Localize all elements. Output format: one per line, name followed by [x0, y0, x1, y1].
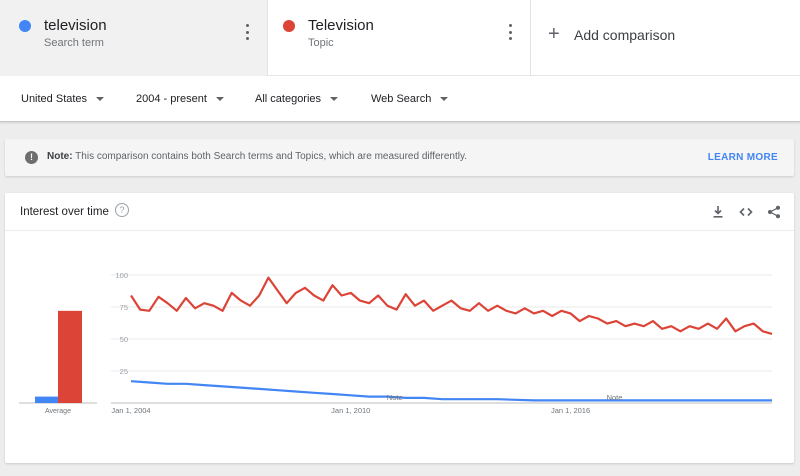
term-type: Search term [44, 37, 104, 49]
y-tick-label: 25 [120, 367, 128, 376]
search-type-value: Web Search [371, 93, 432, 105]
info-icon: ! [25, 151, 38, 164]
series-line-television [130, 276, 773, 335]
time-range-dropdown[interactable]: 2004 - present [136, 93, 224, 105]
note-marker: Note [607, 393, 623, 402]
chart-labels: 25 50 75 100 Jan 1, 2004 Jan 1, 2010 Jan 1, 20… [45, 271, 622, 415]
average-bar-television [58, 310, 82, 403]
comparison-term-television-search[interactable]: television Search term [0, 0, 268, 76]
category-dropdown[interactable]: All categories [255, 93, 339, 105]
comparison-bar: television Search term Television Topic … [0, 0, 800, 76]
caret-down-icon [96, 97, 105, 101]
embed-icon[interactable] [739, 205, 753, 219]
chart-series [130, 276, 773, 402]
help-icon[interactable]: ? [115, 203, 129, 217]
card-divider [5, 230, 794, 231]
learn-more-link[interactable]: LEARN MORE [707, 152, 778, 163]
more-vert-icon[interactable] [504, 24, 516, 40]
caret-down-icon [215, 97, 224, 101]
term-name: Television [308, 17, 374, 34]
x-tick-label: Jan 1, 2010 [331, 406, 370, 415]
average-label: Average [45, 408, 71, 415]
series-color-dot [19, 20, 31, 32]
term-type: Topic [308, 37, 334, 49]
x-tick-label: Jan 1, 2004 [111, 406, 150, 415]
caret-down-icon [440, 97, 449, 101]
term-name: television [44, 17, 107, 34]
region-value: United States [21, 93, 88, 105]
note-marker: Note [387, 393, 403, 402]
y-tick-label: 75 [120, 303, 128, 312]
filter-bar: United States 2004 - present All categor… [0, 76, 800, 122]
average-bar-television [35, 396, 59, 403]
series-line-television [130, 380, 772, 402]
region-dropdown[interactable]: United States [21, 93, 105, 105]
average-bars [19, 310, 97, 404]
share-icon[interactable] [767, 205, 781, 219]
series-color-dot [283, 20, 295, 32]
y-tick-label: 100 [115, 271, 128, 280]
comparison-term-television-topic[interactable]: Television Topic [268, 0, 531, 76]
download-icon[interactable] [711, 205, 725, 219]
x-tick-label: Jan 1, 2016 [551, 406, 590, 415]
comparison-note: ! Note: This comparison contains both Se… [5, 139, 794, 176]
y-tick-label: 50 [120, 335, 128, 344]
search-type-dropdown[interactable]: Web Search [371, 93, 449, 105]
time-range-value: 2004 - present [136, 93, 207, 105]
plus-icon: + [548, 23, 560, 45]
interest-over-time-card: Interest over time ? 25 50 75 100 Jan 1, 200… [5, 193, 794, 463]
category-value: All categories [255, 93, 322, 105]
add-comparison-label: Add comparison [574, 27, 676, 43]
add-comparison-button[interactable]: + Add comparison [531, 0, 800, 76]
chart-gridlines [111, 274, 772, 404]
more-vert-icon[interactable] [241, 24, 253, 40]
caret-down-icon [330, 97, 339, 101]
card-title: Interest over time [20, 206, 109, 218]
interest-chart: 25 50 75 100 Jan 1, 2004 Jan 1, 2010 Jan 1, 20… [19, 271, 773, 415]
note-text: Note: This comparison contains both Sear… [47, 151, 468, 162]
